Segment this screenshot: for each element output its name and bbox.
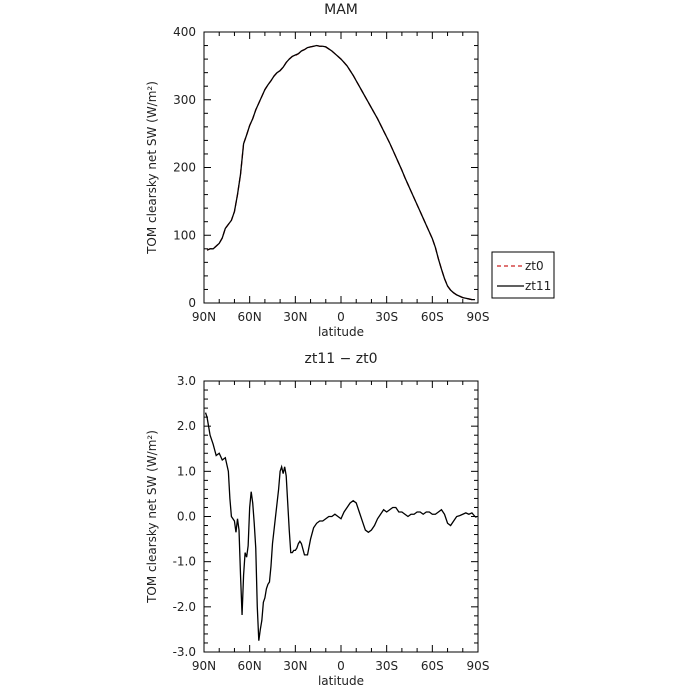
x-axis-label: latitude: [318, 325, 364, 339]
series-line-zt0: [206, 44, 475, 301]
series-line-diff: [204, 412, 477, 641]
panel-1: 90N 60N 30N 0 30S 60S 90S 0 100 200 300 400 MAM latit…: [145, 2, 555, 339]
y-tick-label: -3.0: [173, 645, 196, 659]
y-axis-label: TOM clearsky net SW (W/m²): [145, 430, 159, 604]
y-tick-label: 2.0: [177, 419, 196, 433]
panel-2: 90N 60N 30N 0 30S 60S 90S 3.0 2.0 1.0 0.0 -1.0 -2.0 -…: [145, 351, 489, 688]
legend-label: zt0: [525, 259, 544, 273]
x-tick-label: 30S: [375, 659, 398, 673]
y-tick-label: -2.0: [173, 600, 196, 614]
y-tick-label: 3.0: [177, 374, 196, 388]
x-tick-label: 90S: [467, 659, 490, 673]
y-tick-label: 200: [173, 161, 196, 175]
y-tick-label: -1.0: [173, 555, 196, 569]
chart-title: MAM: [324, 2, 358, 18]
x-axis-label: latitude: [318, 674, 364, 688]
y-tick-label: 1.0: [177, 464, 196, 478]
series-line-zt11: [206, 44, 475, 301]
plot-frame: [203, 380, 479, 653]
x-tick-label: 30N: [283, 310, 307, 324]
x-tick-label: 60N: [238, 659, 262, 673]
y-tick-label: 0.0: [177, 510, 196, 524]
x-tick-label: 30N: [283, 659, 307, 673]
legend-box: [491, 251, 555, 299]
legend: zt0 zt11: [491, 251, 555, 299]
y-tick-label: 300: [173, 93, 196, 107]
y-tick-label: 400: [173, 25, 196, 39]
plot-frame: [203, 31, 479, 304]
x-tick-label: 60S: [421, 659, 444, 673]
x-tick-label: 0: [337, 310, 345, 324]
x-tick-label: 0: [337, 659, 345, 673]
legend-label: zt11: [525, 279, 551, 293]
x-tick-label: 90S: [467, 310, 490, 324]
y-tick-label: 100: [173, 228, 196, 242]
x-tick-label: 90N: [192, 310, 216, 324]
chart-title: zt11 − zt0: [304, 351, 377, 367]
x-tick-label: 60N: [238, 310, 262, 324]
y-tick-label: 0: [188, 296, 196, 310]
x-tick-label: 30S: [375, 310, 398, 324]
x-tick-label: 90N: [192, 659, 216, 673]
x-tick-label: 60S: [421, 310, 444, 324]
y-axis-label: TOM clearsky net SW (W/m²): [145, 81, 159, 255]
